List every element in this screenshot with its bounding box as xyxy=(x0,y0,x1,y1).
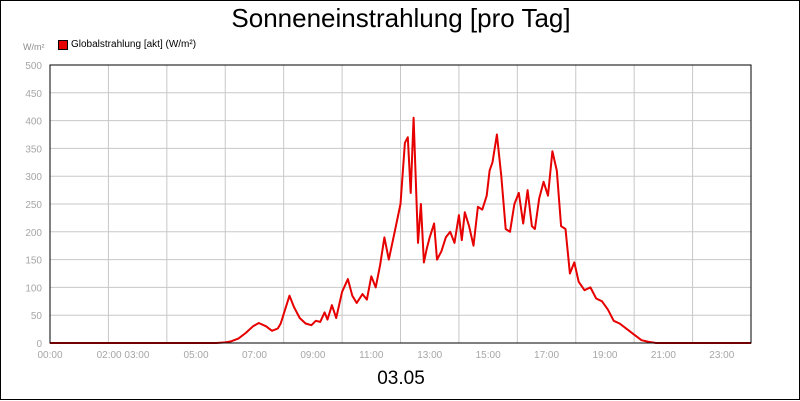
x-tick-label: 17:00 xyxy=(534,350,559,361)
x-tick-label: 23:00 xyxy=(709,350,734,361)
legend-label: Globalstrahlung [akt] (W/m²) xyxy=(71,39,197,50)
x-tick-label: 09:00 xyxy=(300,350,325,361)
y-axis-unit-label: W/m² xyxy=(23,42,45,52)
chart-title: Sonneneinstrahlung [pro Tag] xyxy=(231,3,571,33)
x-tick-label: 02:00 03:00 xyxy=(97,350,150,361)
x-tick-label: 19:00 xyxy=(592,350,617,361)
chart-legend: Globalstrahlung [akt] (W/m²) xyxy=(58,39,196,50)
x-tick-label: 11:00 xyxy=(359,350,384,361)
y-tick-label: 100 xyxy=(25,283,42,294)
x-axis-date-label: 03.05 xyxy=(377,368,425,389)
y-tick-label: 50 xyxy=(31,311,43,322)
legend-swatch xyxy=(58,39,68,50)
series-line xyxy=(50,116,751,344)
y-tick-label: 400 xyxy=(25,117,42,128)
y-tick-label: 150 xyxy=(25,256,42,267)
y-tick-label: 0 xyxy=(36,339,42,350)
x-tick-label: 21:00 xyxy=(651,350,676,361)
y-tick-label: 200 xyxy=(25,228,42,239)
x-tick-label: 00:00 xyxy=(37,350,62,361)
plot-border xyxy=(49,64,752,344)
x-tick-label: 15:00 xyxy=(476,350,501,361)
y-tick-label: 500 xyxy=(25,61,42,72)
y-tick-label: 250 xyxy=(25,200,42,211)
y-tick-label: 450 xyxy=(25,89,42,100)
x-tick-label: 05:00 xyxy=(184,350,209,361)
y-tick-label: 300 xyxy=(25,172,42,183)
x-tick-label: 07:00 xyxy=(242,350,267,361)
x-tick-label: 13:00 xyxy=(417,350,442,361)
y-tick-label: 350 xyxy=(25,144,42,155)
